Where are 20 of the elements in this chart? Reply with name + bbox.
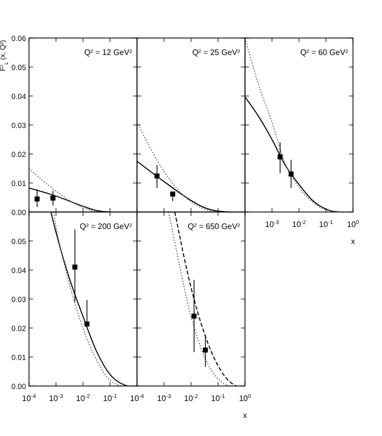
x-tick-label: 10$^{0}$	[346, 220, 360, 229]
x-tick-label: 10$^{-4}$	[130, 394, 144, 403]
x-tick-label: 10$^{-2}$	[184, 394, 198, 403]
x-tick-label: 10$^{-1}$	[103, 394, 117, 403]
text: Q² = 200 GeV²	[80, 222, 132, 231]
x-axis-title: x	[243, 411, 247, 420]
text: Q² = 60 GeV²	[300, 48, 348, 57]
x-tick-label: 10$^{-1}$	[319, 220, 333, 229]
text: Q² = 12 GeV²	[84, 48, 132, 57]
x-tick-label: 10$^{-2}$	[76, 394, 90, 403]
text: Q² = 25 GeV²	[192, 48, 240, 57]
text: Q² = 650 GeV²	[188, 222, 240, 231]
x-tick-label: 10$^{-3}$	[49, 394, 63, 403]
x-tick-label: 10$^{-3}$	[157, 394, 171, 403]
x-tick-label: 10$^{-4}$	[22, 394, 36, 403]
x-tick-label: 10$^{0}$	[238, 394, 252, 403]
x-tick-label: 10$^{-3}$	[265, 220, 279, 229]
x-tick-label: 10$^{-1}$	[211, 394, 225, 403]
x-axis-title: x	[351, 237, 355, 246]
x-tick-label: 10$^{-2}$	[292, 220, 306, 229]
